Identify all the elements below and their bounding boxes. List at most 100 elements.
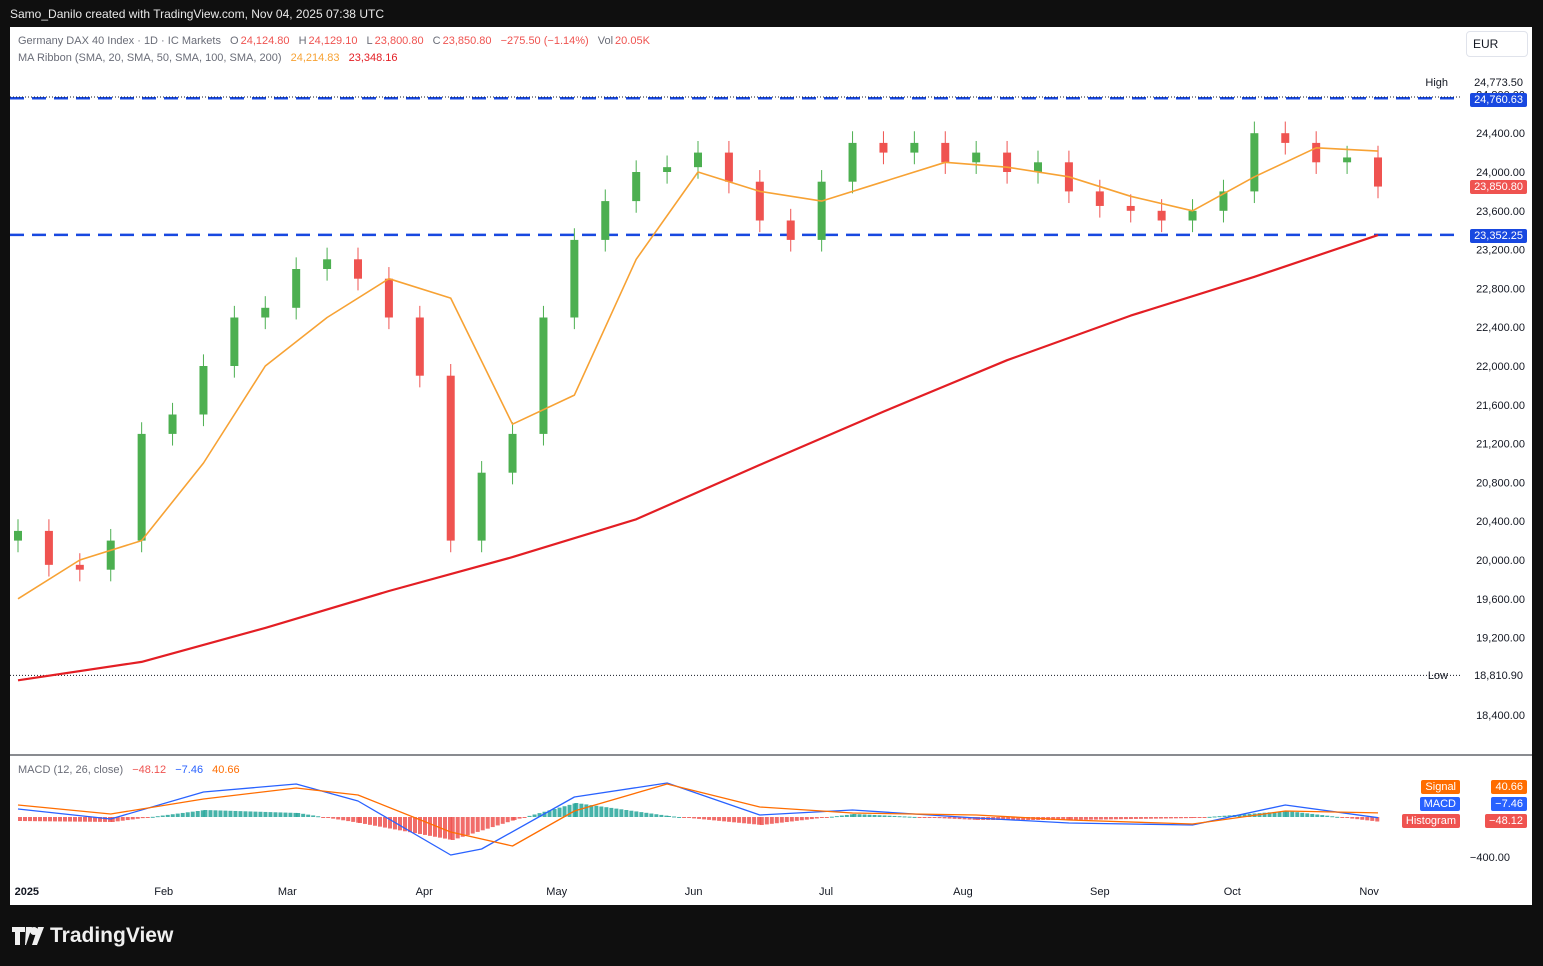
macd-histogram-bar xyxy=(1153,817,1158,819)
macd-histogram-bar xyxy=(537,813,542,817)
macd-histogram-bar xyxy=(764,817,769,825)
macd-histogram-bar xyxy=(1163,817,1168,819)
macd-histogram-bar xyxy=(1335,816,1340,818)
macd-histogram-bar xyxy=(413,817,417,834)
candle-body xyxy=(1188,210,1197,221)
macd-line xyxy=(17,782,1379,856)
macd-line-value: −7.46 xyxy=(175,764,204,776)
macd-histogram-bar xyxy=(125,817,130,821)
footer-brand: TradingView xyxy=(12,924,173,948)
y-tick-label: 22,400.00 xyxy=(1476,322,1525,334)
macd-histogram-bar xyxy=(682,817,687,818)
macd-histogram-bar xyxy=(522,817,527,818)
signal-tag-label: Signal xyxy=(1421,780,1460,794)
macd-histogram-bar xyxy=(1262,812,1267,817)
macd-histogram-bar xyxy=(331,817,336,819)
y-tick-label: 18,400.00 xyxy=(1476,710,1525,722)
high-tag-value: 24,773.50 xyxy=(1474,77,1523,89)
change-value: −275.50 (−1.14%) xyxy=(500,35,589,47)
macd-histogram-bar xyxy=(180,812,185,817)
price-chart-svg[interactable]: 18,400.00 19,200.00 19,600.00 20,000.00 20,4… xyxy=(10,27,1532,905)
macd-histogram-bar xyxy=(1212,816,1217,818)
macd-histogram-bar xyxy=(1183,817,1188,819)
macd-histogram-bar xyxy=(1188,817,1193,819)
macd-histogram-bar xyxy=(1078,817,1083,820)
macd-histogram-bar xyxy=(1267,812,1272,817)
macd-histogram-bar xyxy=(1320,815,1325,817)
macd-histogram-bar xyxy=(78,817,82,822)
macd-histogram-bar xyxy=(368,817,372,825)
y-tick-label: 20,000.00 xyxy=(1476,555,1525,567)
macd-histogram-bar xyxy=(629,810,634,817)
macd-histogram-bar xyxy=(702,817,707,820)
macd-histogram-bar xyxy=(862,814,867,817)
y-tick-label: 24,400.00 xyxy=(1476,128,1525,140)
macd-histogram-bar xyxy=(1305,813,1310,817)
macd-histogram-bar xyxy=(804,817,809,820)
macd-histogram-bar xyxy=(1227,815,1232,817)
macd-histogram-bar xyxy=(624,810,629,817)
macd-histogram-bar xyxy=(1192,817,1197,818)
macd-histogram-bar xyxy=(120,817,125,821)
macd-histogram-bar xyxy=(248,811,253,817)
candle-body xyxy=(1003,152,1012,172)
y-tick-label: 20,400.00 xyxy=(1476,516,1525,528)
macd-histogram-bar xyxy=(296,813,301,817)
candle-body xyxy=(1250,133,1259,192)
macd-histogram-bar xyxy=(1360,817,1365,820)
macd-histogram-bar xyxy=(155,816,160,818)
candle-body xyxy=(972,152,981,163)
macd-histogram-bar xyxy=(1202,817,1207,818)
ma-label: MA Ribbon (SMA, 20, SMA, 50, SMA, 100, S… xyxy=(18,52,282,64)
macd-histogram-bar xyxy=(594,805,599,817)
macd-histogram-bar xyxy=(937,817,942,819)
macd-histogram-bar xyxy=(218,810,223,817)
macd-histogram-bar xyxy=(480,817,485,831)
macd-histogram-bar xyxy=(902,816,907,818)
macd-histogram-bar xyxy=(599,806,604,817)
macd-histogram-bar xyxy=(135,817,140,819)
macd-histogram-bar xyxy=(53,817,57,822)
macd-histogram-bar xyxy=(363,817,367,824)
x-tick-label: 2025 xyxy=(15,886,39,898)
ma200-value: 23,348.16 xyxy=(348,52,398,64)
macd-histogram-bar xyxy=(852,814,857,817)
macd-histogram-bar xyxy=(839,815,844,817)
x-tick-label: Jul xyxy=(819,886,833,898)
macd-histogram-bar xyxy=(609,807,614,817)
candle-body xyxy=(755,181,764,221)
macd-histogram-bar xyxy=(707,817,712,820)
candle-body xyxy=(1157,210,1166,221)
candle-body xyxy=(1343,157,1352,163)
macd-histogram-bar xyxy=(1217,816,1222,818)
macd-histogram-bar xyxy=(175,813,180,817)
macd-histogram-bar xyxy=(233,810,238,817)
macd-histogram-bar xyxy=(203,810,208,817)
macd-histogram-bar xyxy=(814,817,819,819)
macd-histogram-bar xyxy=(654,814,659,817)
macd-histogram-bar xyxy=(1300,812,1305,817)
macd-histogram-bar xyxy=(288,812,293,817)
high-label: H xyxy=(298,35,307,47)
macd-histogram-bar xyxy=(737,817,742,823)
macd-histogram-bar xyxy=(1173,817,1178,819)
candle-body xyxy=(292,269,301,308)
macd-histogram-bar xyxy=(418,817,422,834)
ma20-value: 24,214.83 xyxy=(290,52,340,64)
macd-histogram-bar xyxy=(687,817,692,818)
candle-body xyxy=(415,317,424,376)
candle-body xyxy=(354,259,362,279)
currency-button[interactable]: EUR xyxy=(1466,31,1528,57)
candle-body xyxy=(75,564,84,570)
support-tag: 23,352.25 xyxy=(1470,229,1527,243)
macd-histogram-bar xyxy=(450,817,455,840)
macd-histogram-bar xyxy=(283,812,288,817)
macd-histogram-bar xyxy=(639,812,644,817)
macd-histogram-bar xyxy=(130,817,135,820)
candle-body xyxy=(199,366,208,415)
macd-histogram-bar xyxy=(809,817,814,820)
macd-histogram-bar xyxy=(1168,817,1173,819)
chart-frame[interactable]: 18,400.00 19,200.00 19,600.00 20,000.00 20,4… xyxy=(10,27,1532,905)
macd-tag-label: MACD xyxy=(1419,797,1460,811)
macd-histogram-bar xyxy=(759,817,764,825)
